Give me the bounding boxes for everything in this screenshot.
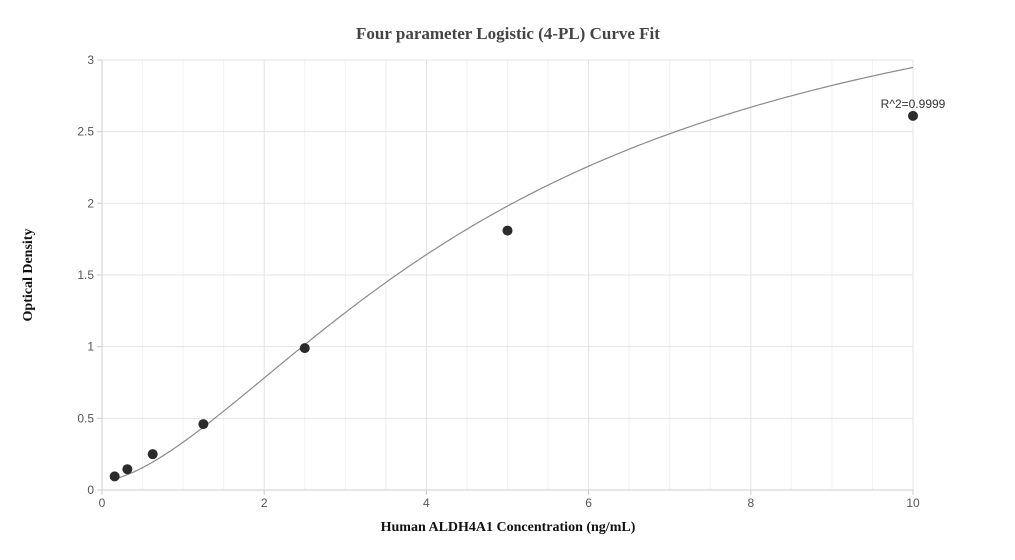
data-point xyxy=(299,343,310,354)
data-point xyxy=(198,419,209,430)
data-point xyxy=(502,225,513,236)
y-axis-title: Optical Density xyxy=(21,229,36,322)
y-tick-label: 0.5 xyxy=(77,411,94,425)
axes: 0 2 4 6 8 10 0 0.5 1 1.5 2 2.5 3 xyxy=(77,53,920,510)
y-tick-label: 1.5 xyxy=(77,268,94,282)
data-point xyxy=(147,449,158,460)
x-tick-label: 2 xyxy=(261,496,268,510)
data-points xyxy=(109,110,918,482)
y-tick-label: 3 xyxy=(87,53,94,67)
x-tick-label: 10 xyxy=(906,496,920,510)
data-point xyxy=(109,471,120,482)
grid xyxy=(101,59,914,491)
chart-title: Four parameter Logistic (4-PL) Curve Fit xyxy=(356,24,660,43)
x-tick-label: 4 xyxy=(423,496,430,510)
y-tick-label: 1 xyxy=(87,340,94,354)
x-axis-title: Human ALDH4A1 Concentration (ng/mL) xyxy=(381,520,636,535)
data-point xyxy=(908,110,918,121)
x-tick-label: 6 xyxy=(585,496,592,510)
r-squared-annotation: R^2=0.9999 xyxy=(881,97,946,111)
y-tick-label: 0 xyxy=(87,483,94,497)
x-tick-label: 8 xyxy=(747,496,754,510)
data-point xyxy=(122,464,133,475)
fit-curve-line xyxy=(114,66,914,480)
y-tick-label: 2.5 xyxy=(77,125,94,139)
x-tick-label: 0 xyxy=(99,496,106,510)
y-tick-label: 2 xyxy=(87,196,94,210)
